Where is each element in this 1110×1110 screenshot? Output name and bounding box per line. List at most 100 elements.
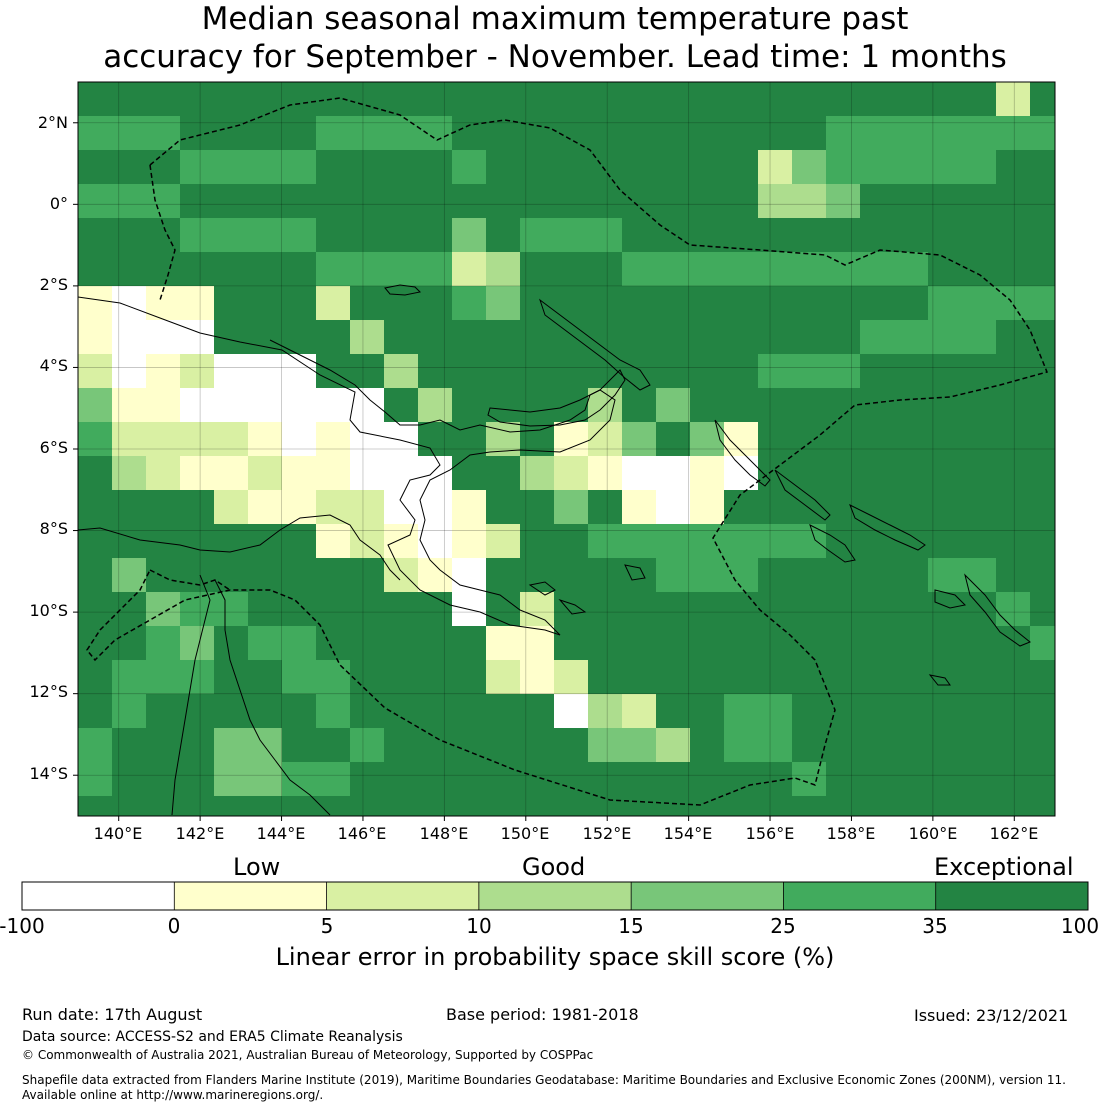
skill-cell	[282, 422, 316, 456]
colorbar-tick: 0	[167, 914, 181, 938]
map-title: Median seasonal maximum temperature past…	[0, 0, 1110, 76]
skill-cell	[622, 252, 656, 286]
lon-label: 150°E	[500, 824, 550, 843]
coastline-solomons-3	[809, 524, 856, 563]
colorbar-segment	[935, 882, 1089, 910]
skill-cell	[146, 422, 180, 456]
coastline-bougainville	[714, 419, 771, 487]
skill-cell	[112, 558, 146, 592]
skill-cell	[758, 150, 792, 184]
skill-cell	[928, 150, 962, 184]
colorbar-segment	[326, 882, 480, 910]
colorbar-segment	[478, 882, 632, 910]
skill-cell	[180, 422, 214, 456]
skill-cell	[180, 626, 214, 660]
skill-cell	[112, 694, 146, 728]
skill-cell	[554, 218, 588, 252]
skill-cell	[384, 116, 418, 150]
coastline-solomons-6	[624, 564, 646, 581]
coastline-solomons-2	[849, 503, 926, 551]
skill-cell	[316, 116, 350, 150]
skill-cell	[452, 150, 486, 184]
skill-cell	[248, 422, 282, 456]
coastline-cape-york	[171, 574, 211, 816]
skill-cell	[146, 184, 180, 218]
skill-cell	[350, 490, 384, 524]
lon-label: 146°E	[337, 824, 387, 843]
lat-label: 14°S	[29, 764, 68, 783]
skill-cell	[962, 150, 996, 184]
skill-cell	[996, 286, 1030, 320]
colorbar-tick: 35	[922, 914, 948, 938]
skill-cell	[214, 218, 248, 252]
colorbar-tick: 5	[320, 914, 334, 938]
colorbar-tick: 25	[770, 914, 796, 938]
skill-cell	[112, 320, 146, 354]
skill-cell	[78, 286, 112, 320]
lat-label: 6°S	[39, 438, 68, 457]
skill-cell	[316, 490, 350, 524]
skill-cell	[520, 592, 554, 626]
eez-torres	[149, 569, 231, 591]
base-period: Base period: 1981-2018	[446, 1005, 639, 1024]
skill-cell	[860, 150, 894, 184]
skill-cell	[622, 728, 656, 762]
skill-cell	[316, 456, 350, 490]
map-frame	[77, 81, 1056, 817]
skill-cell	[588, 422, 622, 456]
skill-cell	[350, 456, 384, 490]
skill-cell	[928, 558, 962, 592]
skill-cell	[656, 388, 690, 422]
skill-cell	[554, 694, 588, 728]
skill-cell	[486, 660, 520, 694]
coastline-solomons-1	[774, 469, 831, 521]
skill-cell	[656, 524, 690, 558]
lat-label: 2°S	[39, 275, 68, 294]
skill-cell	[146, 456, 180, 490]
skill-cell	[418, 252, 452, 286]
coastline-rennell	[928, 674, 951, 686]
lon-label: 158°E	[826, 824, 876, 843]
skill-cell	[418, 388, 452, 422]
colorbar-category-good: Good	[522, 853, 586, 881]
skill-cell	[724, 252, 758, 286]
skill-cell	[622, 694, 656, 728]
skill-cell	[690, 252, 724, 286]
skill-cell	[214, 490, 248, 524]
skill-cell	[860, 252, 894, 286]
skill-cell	[316, 422, 350, 456]
skill-cell	[452, 490, 486, 524]
skill-cell	[724, 524, 758, 558]
colorbar	[21, 881, 1089, 911]
skill-cell	[452, 286, 486, 320]
coastline-new-britain	[487, 369, 626, 427]
lat-label: 0°	[49, 194, 68, 213]
colorbar-category-exceptional: Exceptional	[934, 853, 1074, 881]
skill-cell	[418, 456, 452, 490]
skill-cell	[758, 252, 792, 286]
skill-cell	[282, 660, 316, 694]
skill-cell	[180, 388, 214, 422]
skill-cell	[214, 150, 248, 184]
coastline-new-guinea	[77, 296, 616, 636]
skill-cell	[724, 728, 758, 762]
skill-cell	[894, 116, 928, 150]
skill-cell	[282, 456, 316, 490]
skill-cell	[112, 660, 146, 694]
skill-cell	[248, 728, 282, 762]
skill-cell	[214, 592, 248, 626]
skill-cell	[724, 694, 758, 728]
skill-cell	[214, 388, 248, 422]
skill-cell	[452, 218, 486, 252]
skill-cell	[690, 422, 724, 456]
skill-cell	[384, 354, 418, 388]
skill-cell	[486, 286, 520, 320]
skill-cell	[826, 184, 860, 218]
skill-cell	[520, 456, 554, 490]
skill-cell	[350, 252, 384, 286]
coastline-louisiade	[528, 581, 556, 596]
copyright-notice: © Commonwealth of Australia 2021, Austra…	[22, 1048, 594, 1062]
skill-cell	[78, 762, 112, 796]
lon-label: 140°E	[93, 824, 143, 843]
skill-cell	[282, 626, 316, 660]
